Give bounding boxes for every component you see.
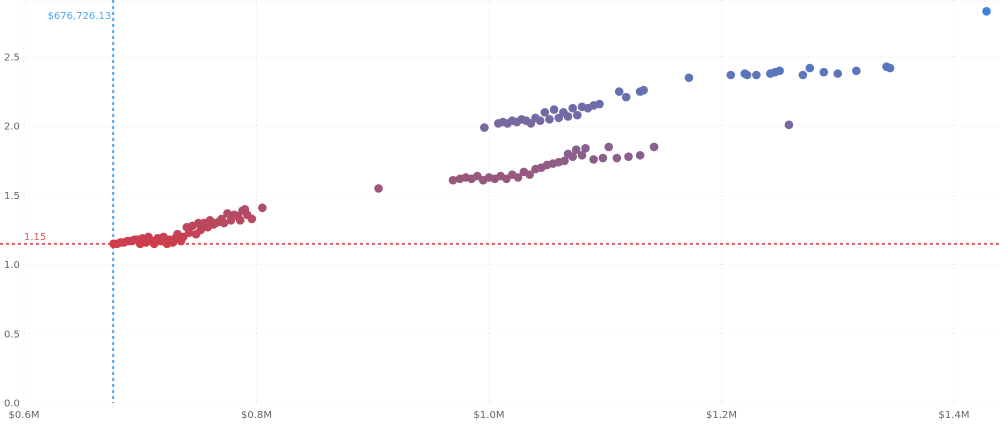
data-point[interactable] [573, 110, 582, 120]
y-tick-label: 2.5 [4, 53, 20, 64]
data-point[interactable] [480, 123, 489, 132]
data-point[interactable] [184, 228, 194, 238]
data-point[interactable] [581, 144, 590, 153]
data-point[interactable] [577, 150, 587, 160]
y-tick-label: 0.0 [4, 399, 20, 410]
x-tick-label: $1.2M [706, 410, 737, 421]
data-point[interactable] [775, 66, 784, 76]
data-point[interactable] [568, 152, 577, 161]
data-point[interactable] [595, 99, 604, 109]
x-tick-label: $1.4M [939, 410, 970, 421]
data-point[interactable] [805, 63, 815, 73]
data-point[interactable] [563, 112, 573, 121]
data-point[interactable] [598, 153, 608, 163]
data-point[interactable] [258, 203, 267, 213]
axis-labels: 0.0 0.5 1.0 1.5 2.0 2.5 $0.6M $0.8M $1.0M $1.2M $1… [4, 53, 969, 422]
data-point[interactable] [982, 7, 991, 16]
data-point[interactable] [196, 225, 205, 235]
data-point[interactable] [235, 216, 245, 225]
data-point[interactable] [219, 218, 229, 228]
x-tick-label: $0.6M [9, 410, 40, 421]
data-point[interactable] [513, 173, 523, 182]
data-point[interactable] [549, 105, 559, 114]
y-tick-label: 1.0 [4, 260, 20, 271]
y-tick-label: 2.0 [4, 122, 20, 133]
data-point[interactable] [374, 184, 383, 193]
x-tick-label: $0.8M [241, 410, 272, 421]
data-point[interactable] [247, 214, 257, 224]
x-tick-label: $1.0M [474, 410, 505, 421]
grid-layer [23, 0, 1000, 404]
data-points [109, 7, 991, 249]
data-point[interactable] [639, 85, 648, 95]
data-point[interactable] [223, 209, 232, 218]
data-point[interactable] [568, 103, 577, 113]
data-point[interactable] [649, 142, 659, 152]
x-reference-label: $676,726.13 [48, 11, 112, 22]
data-point[interactable] [560, 156, 569, 166]
data-point[interactable] [833, 69, 843, 78]
data-point[interactable] [726, 70, 736, 80]
data-point[interactable] [614, 87, 624, 96]
data-point[interactable] [621, 92, 631, 102]
data-point[interactable] [798, 70, 808, 80]
y-reference-label: 1.15 [24, 232, 46, 243]
y-tick-label: 1.5 [4, 191, 20, 202]
data-point[interactable] [885, 63, 895, 73]
data-point[interactable] [540, 108, 550, 117]
data-point[interactable] [684, 73, 694, 83]
data-point[interactable] [589, 155, 598, 164]
data-point[interactable] [852, 66, 861, 76]
data-point[interactable] [545, 114, 554, 124]
data-point[interactable] [525, 170, 534, 179]
data-point[interactable] [612, 153, 622, 163]
data-point[interactable] [571, 145, 581, 155]
data-point[interactable] [819, 67, 829, 77]
data-point[interactable] [742, 70, 752, 80]
data-point[interactable] [535, 116, 545, 125]
data-point[interactable] [624, 152, 633, 161]
y-tick-label: 0.5 [4, 329, 20, 340]
data-point[interactable] [784, 120, 794, 130]
reference-lines: $676,726.13 1.15 [0, 0, 1000, 403]
data-point[interactable] [448, 175, 458, 185]
data-point[interactable] [752, 70, 761, 80]
data-point[interactable] [604, 142, 614, 152]
data-point[interactable] [635, 150, 645, 160]
